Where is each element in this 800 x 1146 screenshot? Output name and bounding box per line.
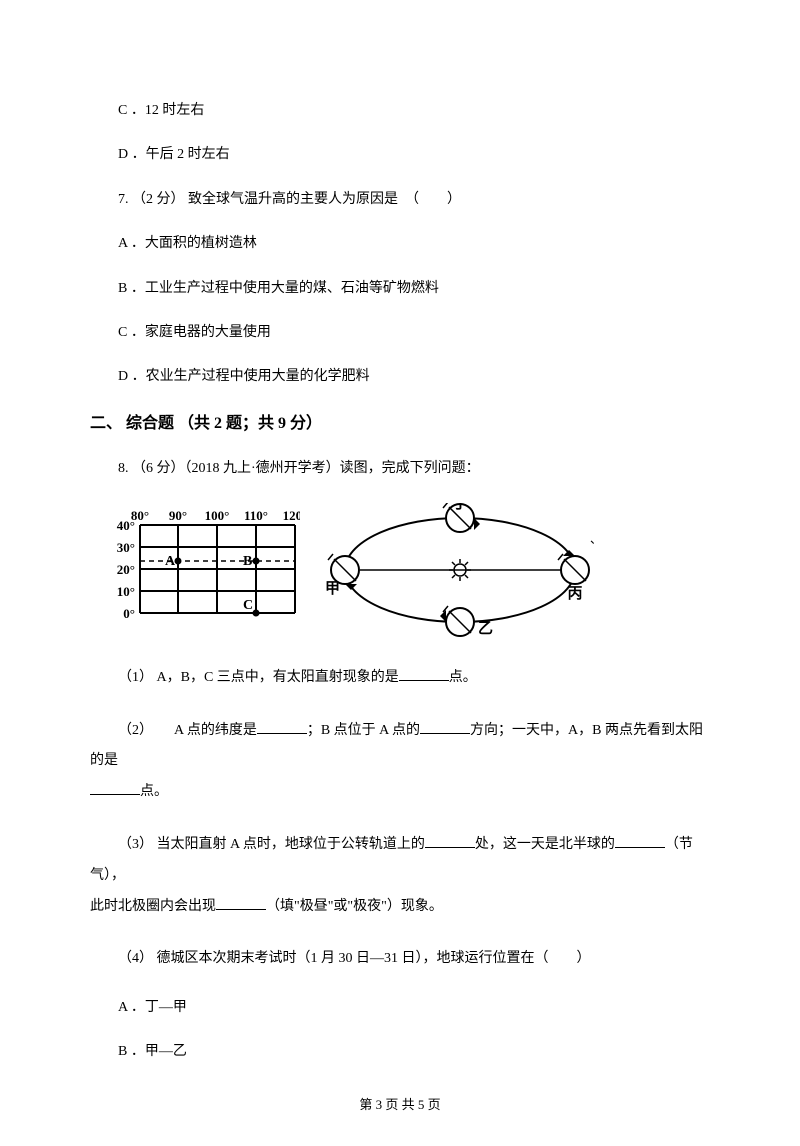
blank: [399, 665, 449, 681]
svg-text:110°: 110°: [244, 508, 268, 523]
section-2-header: 二、 综合题 （共 2 题；共 9 分）: [90, 411, 710, 437]
svg-text:30°: 30°: [117, 540, 135, 555]
svg-text:20°: 20°: [117, 562, 135, 577]
svg-text:120°: 120°: [283, 508, 300, 523]
svg-text:90°: 90°: [169, 508, 187, 523]
option-d-q6: D ．午后 2 时左右: [90, 144, 710, 166]
svg-text:10°: 10°: [117, 584, 135, 599]
svg-text:丙: 丙: [567, 585, 582, 602]
q8-sub2: （2） A 点的纬度是；B 点位于 A 点的方向；一天中，A，B 两点先看到太阳…: [90, 716, 710, 808]
q8-sub3: （3） 当太阳直射 A 点时，地球位于公转轨道上的处，这一天是北半球的（节气），…: [90, 830, 710, 922]
q8-sub4: （4） 德城区本次期末考试时（1 月 30 日—31 日），地球运行位置在（ ）: [90, 944, 710, 975]
q8-sub3-text-d: 此时北极圈内会出现: [90, 899, 216, 914]
blank: [420, 718, 470, 734]
q8-sub2-text-a: （2） A 点的纬度是: [90, 716, 257, 747]
svg-text:甲: 甲: [325, 580, 340, 597]
svg-text:40°: 40°: [117, 518, 135, 533]
q8-sub4-option-b: B ．甲—乙: [90, 1041, 710, 1063]
grid-diagram: 80° 90° 100° 110° 120° 40° 30° 20° 10° 0…: [105, 505, 300, 635]
q8-sub3-text-a: （3） 当太阳直射 A 点时，地球位于公转轨道上的: [90, 830, 425, 861]
option-c-q6: C ．12 时左右: [90, 100, 710, 122]
q8-sub2-text-b: ；B 点位于 A 点的: [307, 723, 420, 738]
blank: [257, 718, 307, 734]
svg-text:乙: 乙: [478, 621, 493, 637]
svg-text:100°: 100°: [205, 508, 230, 523]
q8-sub1: （1） A，B，C 三点中，有太阳直射现象的是 点。: [90, 663, 710, 694]
blank: [615, 832, 665, 848]
q8-sub1-text-b: 点。: [449, 670, 477, 685]
orbit-diagram: 丁 甲 丙 、 乙: [320, 503, 600, 638]
svg-text:0°: 0°: [123, 606, 135, 621]
q8-sub2-text-d: 点。: [140, 784, 168, 799]
q7-option-c: C ．家庭电器的大量使用: [90, 322, 710, 344]
q8-sub3-text-e: （填"极昼"或"极夜"）现象。: [266, 899, 443, 914]
svg-text:、: 、: [590, 532, 600, 546]
svg-text:A: A: [165, 554, 176, 569]
q7-option-a: A ．大面积的植树造林: [90, 233, 710, 255]
question-8-stem: 8. （6 分）（2018 九上·德州开学考）读图，完成下列问题：: [90, 458, 710, 480]
blank: [425, 832, 475, 848]
svg-text:丁: 丁: [452, 503, 467, 512]
q8-sub3-text-b: 处，这一天是北半球的: [475, 837, 615, 852]
svg-text:C: C: [243, 598, 253, 613]
blank: [216, 894, 266, 910]
q8-sub4-option-a: A ．丁—甲: [90, 997, 710, 1019]
question-7-stem: 7. （2 分） 致全球气温升高的主要人为原因是 （ ）: [90, 189, 710, 211]
q8-sub1-text-a: （1） A，B，C 三点中，有太阳直射现象的是: [118, 670, 399, 685]
diagram-container: 80° 90° 100° 110° 120° 40° 30° 20° 10° 0…: [105, 503, 710, 638]
blank: [90, 779, 140, 795]
q7-option-d: D ．农业生产过程中使用大量的化学肥料: [90, 366, 710, 388]
q7-option-b: B ．工业生产过程中使用大量的煤、石油等矿物燃料: [90, 278, 710, 300]
page-footer: 第 3 页 共 5 页: [0, 1095, 800, 1116]
svg-text:B: B: [243, 554, 252, 569]
